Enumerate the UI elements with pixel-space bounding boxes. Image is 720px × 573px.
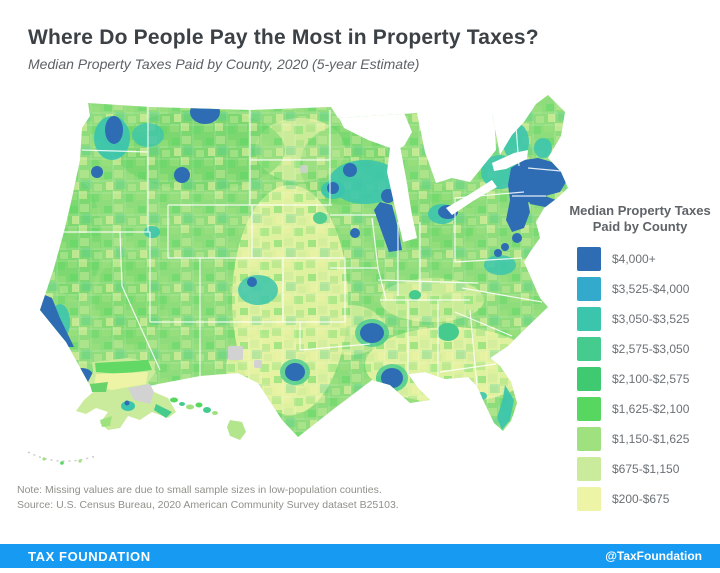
- state-borders: [64, 107, 562, 387]
- hawaii-inset: [170, 397, 246, 440]
- legend-swatch: [577, 457, 601, 481]
- legend-swatch: [577, 277, 601, 301]
- legend-label: $2,100-$2,575: [612, 372, 690, 386]
- legend-label: $3,050-$3,525: [612, 312, 690, 326]
- legend-item: $1,625-$2,100: [565, 397, 715, 421]
- legend-swatch: [577, 487, 601, 511]
- legend-item: $2,100-$2,575: [565, 367, 715, 391]
- legend-label: $675-$1,150: [612, 462, 680, 476]
- footer-bar: TAX FOUNDATION @TaxFoundation: [0, 544, 720, 568]
- legend-swatch: [577, 367, 601, 391]
- aleutian-islands: [27, 451, 97, 462]
- legend-swatch: [577, 247, 601, 271]
- source-text: Source: U.S. Census Bureau, 2020 America…: [17, 499, 399, 511]
- legend-item: $3,525-$4,000: [565, 277, 715, 301]
- twitter-handle[interactable]: @TaxFoundation: [605, 549, 702, 563]
- legend-label: $1,625-$2,100: [612, 402, 690, 416]
- header: Where Do People Pay the Most in Property…: [28, 26, 688, 72]
- legend-item: $200-$675: [565, 487, 715, 511]
- footnotes: Note: Missing values are due to small sa…: [17, 483, 497, 513]
- legend-swatch: [577, 307, 601, 331]
- legend-title: Median Property Taxes Paid by County: [569, 203, 711, 234]
- legend-label: $2,575-$3,050: [612, 342, 690, 356]
- great-lakes: [334, 108, 528, 242]
- legend-label: $1,150-$1,625: [612, 432, 690, 446]
- page-subtitle: Median Property Taxes Paid by County, 20…: [28, 56, 420, 72]
- legend-rows: $4,000+ $3,525-$4,000 $3,050-$3,525 $2,5…: [565, 247, 715, 511]
- note-text: Note: Missing values are due to small sa…: [17, 484, 382, 496]
- legend-item: $4,000+: [565, 247, 715, 271]
- legend-swatch: [577, 427, 601, 451]
- map-legend: Median Property Taxes Paid by County $4,…: [565, 203, 715, 517]
- missing-data-patches: [228, 165, 308, 368]
- page-title: Where Do People Pay the Most in Property…: [28, 26, 539, 49]
- legend-item: $675-$1,150: [565, 457, 715, 481]
- legend-swatch: [577, 397, 601, 421]
- alaska-inset: [27, 358, 176, 465]
- legend-label: $200-$675: [612, 492, 670, 506]
- legend-label: $4,000+: [612, 252, 656, 266]
- legend-item: $3,050-$3,525: [565, 307, 715, 331]
- legend-label: $3,525-$4,000: [612, 282, 690, 296]
- legend-item: $2,575-$3,050: [565, 337, 715, 361]
- legend-swatch: [577, 337, 601, 361]
- brand-name: TAX FOUNDATION: [28, 548, 151, 564]
- legend-item: $1,150-$1,625: [565, 427, 715, 451]
